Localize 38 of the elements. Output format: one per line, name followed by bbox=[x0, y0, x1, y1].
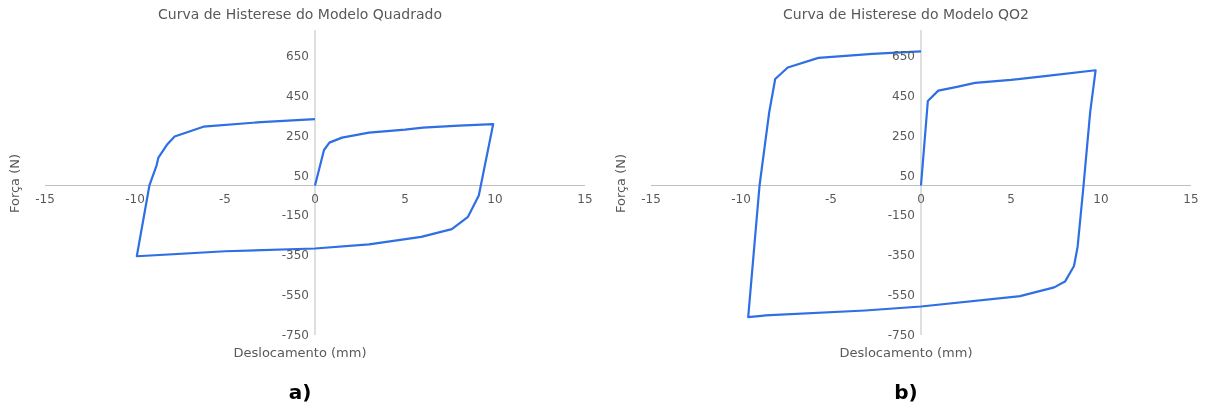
chart-title: Curva de Histerese do Modelo QO2 bbox=[782, 6, 1030, 22]
x-tick-label: -10 bbox=[731, 192, 751, 207]
y-tick-label: 450 bbox=[286, 88, 309, 103]
x-tick-label: 10 bbox=[1093, 192, 1109, 207]
y-tick-label: -550 bbox=[887, 288, 915, 303]
chart-title: Curva de Histerese do Modelo Quadrado bbox=[157, 6, 443, 22]
y-axis-title: Força (N) bbox=[6, 152, 22, 216]
y-tick-label: -550 bbox=[281, 288, 309, 303]
y-tick-label: -150 bbox=[281, 208, 309, 223]
x-tick-label: 5 bbox=[401, 192, 409, 207]
x-tick-label: -15 bbox=[641, 192, 661, 207]
y-tick-label: 50 bbox=[293, 168, 309, 183]
text: b) bbox=[893, 380, 919, 404]
x-tick-label: 0 bbox=[917, 192, 925, 207]
x-tick-label: 15 bbox=[1183, 192, 1199, 207]
y-tick-label: 50 bbox=[899, 168, 915, 183]
x-axis-title: Deslocamento (mm) bbox=[838, 345, 974, 360]
y-tick-label: 450 bbox=[892, 88, 915, 103]
x-tick-label: -5 bbox=[219, 192, 231, 207]
x-tick-label: 15 bbox=[577, 192, 593, 207]
x-tick-label: 5 bbox=[1007, 192, 1015, 207]
y-tick-label: -150 bbox=[887, 208, 915, 223]
x-tick-label: 10 bbox=[487, 192, 503, 207]
x-axis-title: Deslocamento (mm) bbox=[232, 345, 368, 360]
y-tick-label: 250 bbox=[286, 128, 309, 143]
y-tick-label: 650 bbox=[892, 48, 915, 63]
y-tick-label: -350 bbox=[281, 248, 309, 263]
x-tick-label: -15 bbox=[35, 192, 55, 207]
y-tick-label: -350 bbox=[887, 248, 915, 263]
y-tick-label: 250 bbox=[892, 128, 915, 143]
x-tick-label: -10 bbox=[125, 192, 145, 207]
x-tick-label: -5 bbox=[825, 192, 837, 207]
y-tick-label: -750 bbox=[281, 328, 309, 342]
y-tick-label: 650 bbox=[286, 48, 309, 63]
y-tick-label: -750 bbox=[887, 328, 915, 342]
text: a) bbox=[287, 380, 313, 404]
x-tick-label: 0 bbox=[311, 192, 319, 207]
y-axis-title: Força (N) bbox=[612, 152, 628, 216]
